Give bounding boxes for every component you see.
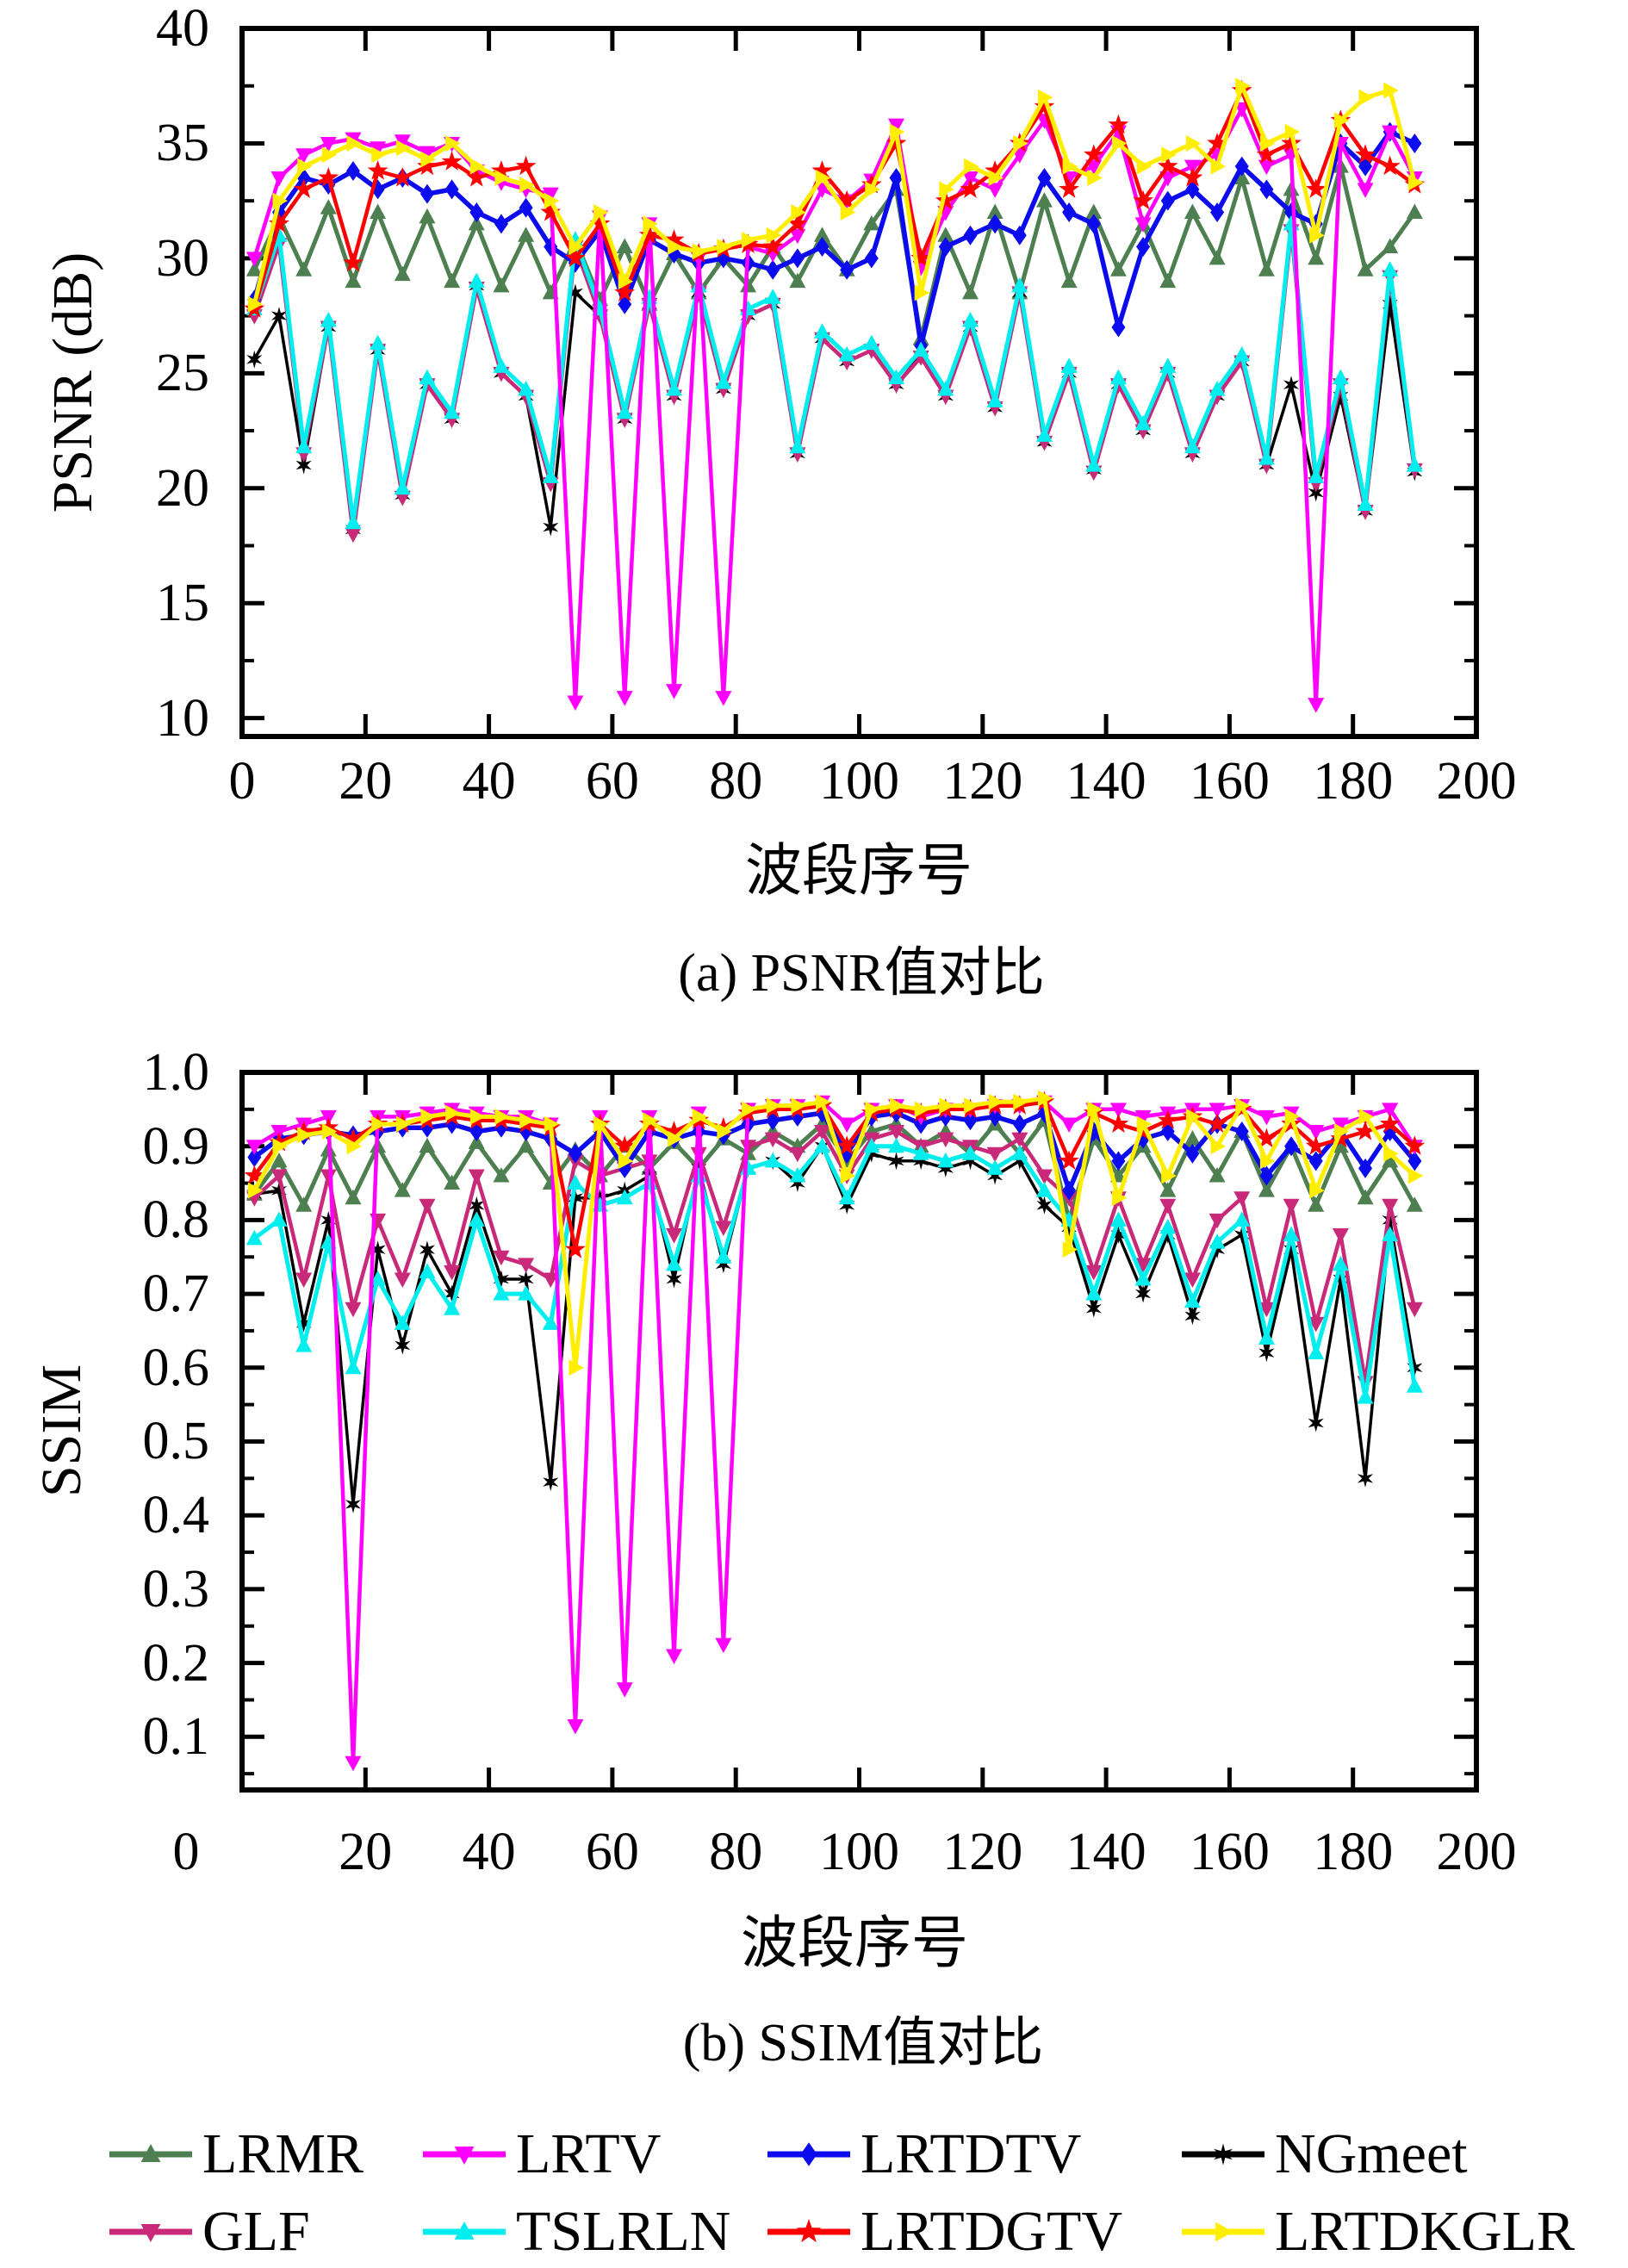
glf-legend-marker-icon xyxy=(140,2224,161,2242)
x-tick-label: 120 xyxy=(942,752,1023,811)
y-tick-label: 20 xyxy=(156,458,209,518)
y-tick-label: 25 xyxy=(156,344,209,403)
x-tick-label: 40 xyxy=(462,1823,516,1881)
y-tick-label: 40 xyxy=(156,0,209,58)
lrtv-legend-marker-icon xyxy=(454,2147,475,2165)
x-tick-label: 120 xyxy=(942,1823,1023,1881)
legend-entry-GLF xyxy=(109,2224,192,2242)
y-tick-label: 30 xyxy=(156,228,209,288)
y-tick-label: 0.4 xyxy=(142,1486,210,1545)
legend-label-LRMR: LRMR xyxy=(202,2122,364,2185)
ssim-x-axis-title: 波段序号 xyxy=(741,1912,968,1975)
legend-label-LRTDKGLR: LRTDKGLR xyxy=(1275,2200,1575,2263)
x-tick-label: 180 xyxy=(1313,1823,1394,1881)
x-tick-label: 100 xyxy=(819,752,899,811)
x-tick-label: 80 xyxy=(709,752,763,811)
lrtdtv-legend-marker-icon xyxy=(800,2142,817,2166)
psnr-x-axis-title: 波段序号 xyxy=(745,840,972,903)
series-LRTDKGLR-markers xyxy=(247,1090,1424,1376)
legend-entry-LRTDTV xyxy=(767,2142,850,2166)
x-tick-label: 60 xyxy=(585,1823,639,1881)
ngmeet-legend-marker-icon xyxy=(1214,2143,1233,2165)
x-tick-label: 200 xyxy=(1436,752,1517,811)
legend-entry-TSLRLN xyxy=(423,2221,506,2240)
series-LRMR-line xyxy=(252,164,1417,341)
legend-entry-LRTDKGLR xyxy=(1182,2221,1264,2242)
chart-psnr xyxy=(239,26,1479,739)
x-tick-label: 20 xyxy=(339,752,393,811)
ssim-y-axis-title: SSIM xyxy=(30,1364,93,1498)
x-tick-label: 160 xyxy=(1189,1823,1270,1881)
series-GLF-markers xyxy=(245,1125,1423,1391)
y-tick-label: 0.5 xyxy=(142,1412,210,1471)
series-TSLRLN xyxy=(245,214,1423,530)
legend-entry-LRTV xyxy=(423,2147,506,2165)
caption-b: (b) SSIM值对比 xyxy=(682,2014,1044,2072)
lrmr-legend-marker-icon xyxy=(140,2144,161,2162)
x-tick-label: 0 xyxy=(172,1823,200,1881)
legend-entry-LRTDGTV xyxy=(767,2219,850,2243)
y-tick-label: 1.0 xyxy=(142,1043,210,1102)
legend-label-LRTDGTV: LRTDGTV xyxy=(861,2200,1122,2263)
legend-entry-LRMR xyxy=(109,2144,192,2162)
x-tick-label: 60 xyxy=(585,752,639,811)
legend-label-LRTV: LRTV xyxy=(516,2122,662,2185)
x-tick-label: 100 xyxy=(819,1823,899,1881)
y-tick-label: 0.3 xyxy=(142,1559,210,1619)
x-tick-label: 160 xyxy=(1189,752,1270,811)
x-tick-label: 180 xyxy=(1313,752,1394,811)
series-LRTDKGLR xyxy=(247,1090,1424,1376)
series-LRTDKGLR-markers xyxy=(247,78,1424,313)
y-tick-label: 0.7 xyxy=(142,1264,210,1324)
lrtdkglr-legend-marker-icon xyxy=(1215,2221,1233,2242)
y-tick-label: 0.8 xyxy=(142,1190,210,1250)
x-tick-label: 20 xyxy=(339,1823,393,1881)
y-tick-label: 0.2 xyxy=(142,1633,210,1693)
y-tick-label: 0.9 xyxy=(142,1116,210,1176)
series-TSLRLN-line xyxy=(252,221,1417,525)
tslrln-legend-marker-icon xyxy=(454,2221,475,2240)
x-tick-label: 140 xyxy=(1066,1823,1146,1881)
legend-label-TSLRLN: TSLRLN xyxy=(516,2200,731,2263)
x-tick-label: 40 xyxy=(462,752,516,811)
series-LRTDKGLR xyxy=(247,78,1424,313)
legend-entry-NGmeet xyxy=(1182,2143,1264,2165)
x-tick-label: 140 xyxy=(1066,752,1146,811)
series-NGmeet-line xyxy=(252,284,1417,531)
legend-label-LRTDTV: LRTDTV xyxy=(861,2122,1082,2185)
y-tick-label: 0.6 xyxy=(142,1338,210,1397)
y-tick-label: 0.1 xyxy=(142,1707,210,1767)
y-tick-label: 10 xyxy=(156,688,209,748)
y-tick-label: 35 xyxy=(156,114,209,173)
y-tick-label: 15 xyxy=(156,574,209,633)
caption-a: (a) PSNR值对比 xyxy=(678,944,1045,1003)
series-GLF xyxy=(245,1125,1423,1391)
chart-ssim xyxy=(239,1070,1479,1793)
x-tick-label: 0 xyxy=(228,752,256,811)
x-tick-label: 80 xyxy=(709,1823,763,1881)
lrtdgtv-legend-marker-icon xyxy=(796,2219,822,2243)
x-tick-label: 200 xyxy=(1436,1823,1517,1881)
legend-label-NGmeet: NGmeet xyxy=(1275,2122,1468,2185)
series-TSLRLN-line xyxy=(252,1144,1417,1400)
psnr-y-axis-title: PSNR (dB) xyxy=(41,252,104,513)
legend-label-GLF: GLF xyxy=(202,2200,310,2263)
